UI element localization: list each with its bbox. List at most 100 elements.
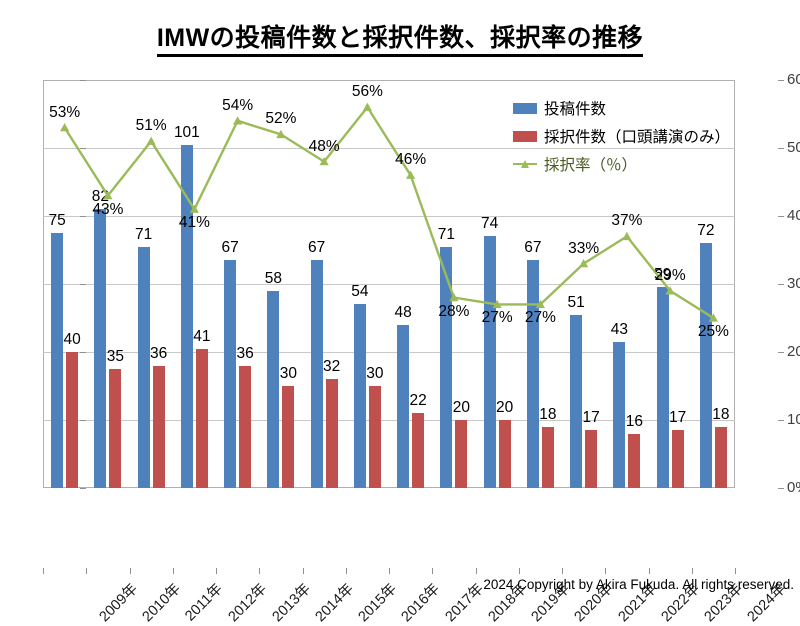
legend-label-acceptances: 採択件数（口頭講演のみ） [544,129,731,146]
x-axis-label: 2013年 [269,580,314,626]
bar-acceptances [412,413,425,488]
chart-title-text: IMWの投稿件数と採択件数、採択率の推移 [156,24,644,57]
chart-legend: 投稿件数 採択件数（口頭講演のみ） 採択率（％） [513,94,743,178]
bar-acceptances [498,420,511,488]
rate-data-label: 37% [611,212,643,230]
bar-submissions [180,144,193,488]
left-axis-tick-mark [80,148,86,149]
bar-label-acceptances: 18 [712,405,730,423]
bar-acceptances [368,386,381,488]
left-axis-tick-mark [80,420,86,421]
rate-data-label: 27% [481,309,513,327]
x-axis-label: 2010年 [139,580,184,626]
legend-label-rate: 採択率（％） [544,157,638,174]
x-axis-tick-mark [86,568,88,574]
bar-label-acceptances: 30 [279,365,297,382]
rate-data-label: 27% [524,309,556,327]
x-axis-tick-mark [345,568,347,574]
x-axis-label: 2012年 [225,580,271,626]
right-axis-tick-label: 50% [787,139,800,156]
left-axis-tick-mark [80,80,86,81]
bar-submissions [224,260,237,488]
x-axis-label: 2016年 [398,580,444,626]
bar-label-submissions: 43 [610,320,628,338]
right-axis-tick-label: 60% [787,71,800,88]
bar-label-submissions: 67 [524,239,542,257]
bar-submissions [699,243,712,488]
bar-label-acceptances: 40 [63,331,81,348]
bar-label-submissions: 54 [351,283,369,301]
left-axis-tick-mark [80,352,86,353]
x-axis-tick-mark [605,568,607,574]
bar-acceptances [195,348,208,488]
bar-submissions [137,246,150,488]
x-axis-tick-mark [216,568,217,574]
right-axis-tick-mark [778,216,784,217]
bar-label-submissions: 67 [308,239,326,257]
x-axis-tick-mark [475,568,477,574]
bar-label-submissions: 74 [481,215,499,233]
bar-acceptances [714,426,727,488]
legend-item-acceptances: 採択件数（口頭講演のみ） [513,122,743,150]
x-axis-tick-mark [259,568,261,574]
bar-label-acceptances: 35 [106,348,124,365]
chart-plot-area: 020406080100120 0%10%20%30%40%50%60% 200… [43,71,800,625]
legend-swatch-blue-icon [513,102,537,114]
bar-label-acceptances: 30 [366,365,384,382]
x-axis-label: 2014年 [312,580,357,626]
right-axis-tick-mark [778,284,784,285]
bar-submissions [613,341,626,488]
legend-label-submissions: 投稿件数 [544,101,607,118]
left-axis-tick-mark [80,284,86,285]
x-axis-tick-mark [648,568,650,574]
bar-label-submissions: 58 [264,269,282,287]
bar-acceptances [325,379,338,488]
bar-label-submissions: 67 [221,239,239,257]
rate-data-label: 48% [308,137,340,155]
x-axis-label: 2015年 [355,580,401,626]
right-axis-tick-label: 10% [787,411,800,428]
bar-acceptances [109,369,122,488]
rate-data-label: 43% [92,200,124,218]
right-axis-tick-mark [778,352,784,353]
bar-label-acceptances: 20 [452,399,470,416]
x-axis-tick-mark [432,568,434,574]
legend-item-rate: 採択率（％） [513,150,743,178]
page-title: IMWの投稿件数と採択件数、採択率の推移 [0,18,800,57]
rate-data-label: 33% [568,239,600,257]
bar-label-submissions: 75 [48,212,66,229]
bar-submissions [51,233,64,488]
bar-submissions [267,290,280,488]
bar-label-acceptances: 20 [496,399,514,416]
bar-acceptances [585,430,598,488]
right-axis-tick-label: 40% [787,207,800,224]
bar-acceptances [239,365,252,488]
bar-submissions [353,304,366,488]
legend-swatch-line-icon [513,158,537,170]
bar-submissions [570,314,583,488]
bar-label-submissions: 72 [697,222,715,240]
rate-data-label: 41% [178,214,210,232]
bar-label-submissions: 71 [437,225,455,243]
bar-submissions [526,260,539,488]
bar-label-acceptances: 17 [582,409,600,427]
right-axis-tick-label: 0% [787,479,800,496]
left-axis-tick-mark [80,488,86,489]
x-axis-tick-mark [302,568,304,574]
rate-data-label: 29% [654,266,686,284]
x-axis-tick-mark [735,568,736,574]
rate-data-label: 28% [438,302,470,320]
right-axis-tick-mark [778,148,784,149]
bar-acceptances [152,365,165,488]
bar-label-submissions: 71 [135,225,153,243]
x-axis-tick-mark [562,568,563,574]
bar-label-acceptances: 17 [669,409,687,427]
x-axis-label: 2009年 [96,580,141,626]
x-axis-tick-mark [518,568,520,574]
right-axis-tick-label: 20% [787,343,800,360]
x-axis-tick-mark [172,568,174,574]
x-axis-label: 2011年 [182,580,226,625]
rate-data-label: 25% [697,323,729,340]
bar-acceptances [541,426,554,488]
bar-submissions [483,236,496,488]
